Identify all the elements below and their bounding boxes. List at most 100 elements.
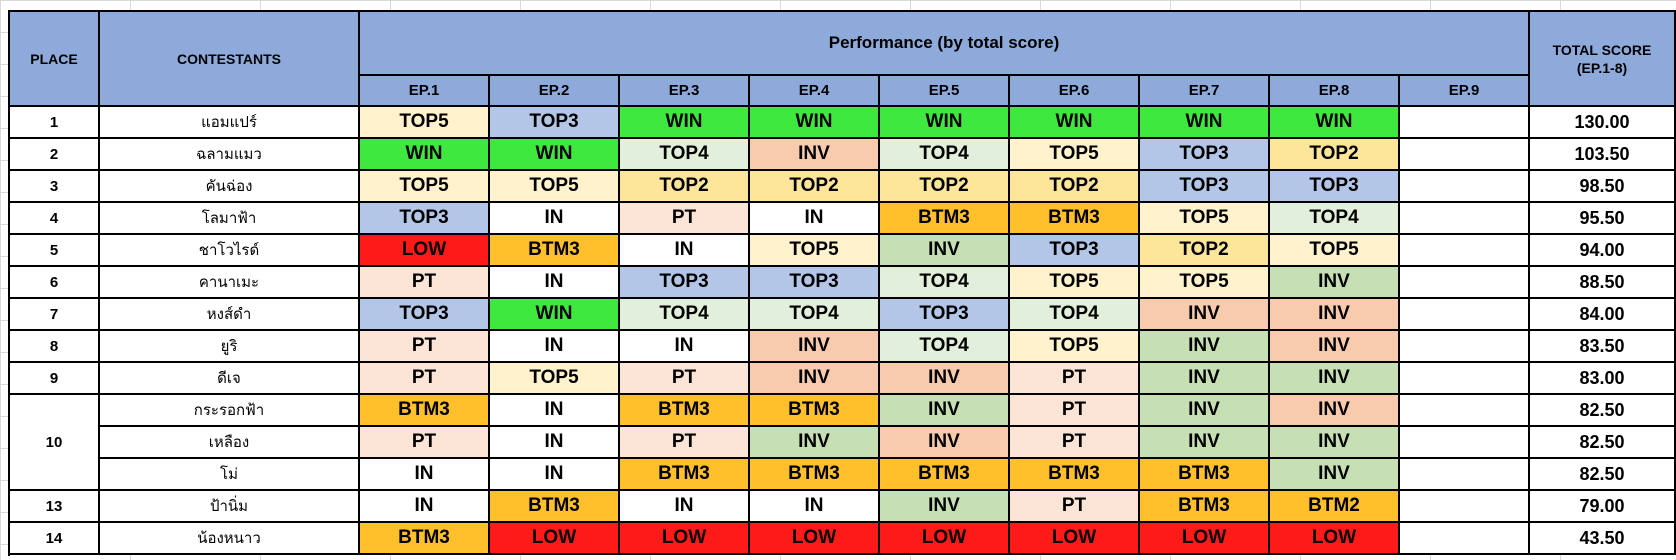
place-cell: 9	[10, 363, 100, 395]
place-cell: 8	[10, 331, 100, 363]
results-table: PLACE CONTESTANTS Performance (by total …	[8, 10, 1676, 556]
episode-result-cell: PT	[1010, 395, 1140, 427]
episode-result-cell: INV	[1270, 459, 1400, 491]
episode-result-cell: TOP4	[880, 139, 1010, 171]
episode-result-cell: INV	[1140, 299, 1270, 331]
episode-result-cell: PT	[360, 267, 490, 299]
episode-result-cell: TOP5	[360, 107, 490, 139]
episode-result-cell: TOP5	[750, 235, 880, 267]
episode-header: EP.9	[1400, 76, 1530, 107]
episode-result-cell	[1400, 363, 1530, 395]
episode-header: EP.4	[750, 76, 880, 107]
episode-result-cell: INV	[1140, 363, 1270, 395]
episode-result-cell: WIN	[360, 139, 490, 171]
episode-result-cell: LOW	[880, 523, 1010, 555]
episode-result-cell	[1400, 107, 1530, 139]
episode-result-cell: TOP2	[1270, 139, 1400, 171]
episode-header: EP.8	[1270, 76, 1400, 107]
episode-result-cell: TOP2	[1010, 171, 1140, 203]
episode-result-cell: TOP3	[750, 267, 880, 299]
episode-result-cell: LOW	[620, 523, 750, 555]
episode-result-cell: INV	[1270, 395, 1400, 427]
episode-result-cell: BTM3	[620, 459, 750, 491]
episode-result-cell	[1400, 459, 1530, 491]
episode-result-cell: INV	[1270, 427, 1400, 459]
episode-result-cell: PT	[360, 363, 490, 395]
episode-result-cell: INV	[1270, 363, 1400, 395]
episode-result-cell: IN	[490, 331, 620, 363]
contestant-name: หงส์ดำ	[100, 299, 360, 331]
episode-result-cell: BTM3	[880, 203, 1010, 235]
episode-header: EP.7	[1140, 76, 1270, 107]
episode-result-cell: TOP3	[1140, 171, 1270, 203]
episode-result-cell: TOP3	[490, 107, 620, 139]
total-score-cell: 98.50	[1530, 171, 1676, 203]
episode-result-cell: TOP4	[1270, 203, 1400, 235]
contestant-name: น้องหนาว	[100, 523, 360, 555]
episode-result-cell: TOP5	[1140, 267, 1270, 299]
episode-result-cell: PT	[1010, 491, 1140, 523]
place-cell: 7	[10, 299, 100, 331]
episode-result-cell: PT	[360, 331, 490, 363]
episode-result-cell: INV	[1270, 331, 1400, 363]
place-cell: 13	[10, 491, 100, 523]
episode-result-cell: WIN	[1010, 107, 1140, 139]
total-score-cell: 82.50	[1530, 395, 1676, 427]
episode-result-cell: BTM3	[1010, 459, 1140, 491]
episode-result-cell: TOP2	[880, 171, 1010, 203]
episode-header: EP.2	[490, 76, 620, 107]
episode-result-cell: WIN	[490, 299, 620, 331]
episode-result-cell: LOW	[1140, 523, 1270, 555]
episode-result-cell: BTM3	[1010, 203, 1140, 235]
total-score-cell: 82.50	[1530, 459, 1676, 491]
place-cell: 5	[10, 235, 100, 267]
episode-result-cell: LOW	[360, 235, 490, 267]
place-header: PLACE	[10, 12, 100, 107]
episode-result-cell: LOW	[1270, 523, 1400, 555]
episode-header: EP.1	[360, 76, 490, 107]
place-cell: 2	[10, 139, 100, 171]
contestant-name: กระรอกฟ้า	[100, 395, 360, 427]
total-score-cell: 88.50	[1530, 267, 1676, 299]
episode-result-cell: PT	[620, 363, 750, 395]
episode-result-cell: WIN	[1270, 107, 1400, 139]
episode-result-cell: WIN	[620, 107, 750, 139]
episode-result-cell: INV	[1270, 299, 1400, 331]
total-score-cell: 83.50	[1530, 331, 1676, 363]
episode-result-cell: BTM3	[750, 395, 880, 427]
episode-result-cell: TOP4	[880, 267, 1010, 299]
episode-result-cell: INV	[1140, 331, 1270, 363]
episode-result-cell: INV	[880, 363, 1010, 395]
episode-result-cell: INV	[1270, 267, 1400, 299]
episode-result-cell: TOP3	[1270, 171, 1400, 203]
episode-result-cell: IN	[490, 459, 620, 491]
episode-result-cell: PT	[360, 427, 490, 459]
episode-result-cell: TOP2	[750, 171, 880, 203]
contestant-name: คานาเมะ	[100, 267, 360, 299]
episode-result-cell: LOW	[750, 523, 880, 555]
total-score-cell: 82.50	[1530, 427, 1676, 459]
contestant-name: ฉลามแมว	[100, 139, 360, 171]
episode-result-cell: TOP5	[1140, 203, 1270, 235]
episode-result-cell: IN	[360, 491, 490, 523]
episode-result-cell: INV	[880, 235, 1010, 267]
episode-result-cell: IN	[490, 395, 620, 427]
contestant-name: ยูริ	[100, 331, 360, 363]
episode-result-cell: INV	[750, 139, 880, 171]
contestants-header: CONTESTANTS	[100, 12, 360, 107]
episode-result-cell	[1400, 491, 1530, 523]
episode-result-cell: TOP5	[490, 363, 620, 395]
episode-result-cell: TOP4	[880, 331, 1010, 363]
episode-result-cell: BTM3	[490, 235, 620, 267]
episode-result-cell: IN	[490, 267, 620, 299]
episode-result-cell: TOP4	[1010, 299, 1140, 331]
episode-result-cell	[1400, 203, 1530, 235]
episode-result-cell	[1400, 267, 1530, 299]
episode-result-cell: WIN	[880, 107, 1010, 139]
episode-result-cell: WIN	[750, 107, 880, 139]
episode-result-cell	[1400, 299, 1530, 331]
episode-result-cell: BTM3	[750, 459, 880, 491]
episode-result-cell: BTM3	[880, 459, 1010, 491]
episode-result-cell: PT	[1010, 427, 1140, 459]
episode-result-cell: WIN	[1140, 107, 1270, 139]
